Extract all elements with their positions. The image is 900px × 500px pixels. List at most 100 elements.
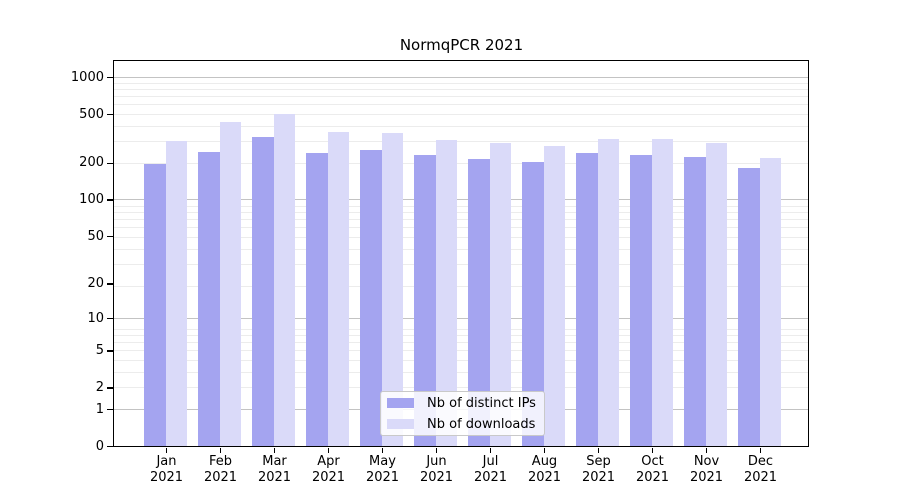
- bar-distinct-ips-sep: [576, 152, 598, 446]
- gridline-major: [114, 317, 808, 319]
- y-tick-label: 500: [79, 106, 104, 122]
- x-tick-label: Nov 2021: [689, 454, 724, 485]
- bar-downloads-oct: [651, 138, 674, 446]
- bar-distinct-ips-nov: [684, 156, 706, 446]
- bar-downloads-apr: [327, 132, 350, 446]
- bar-distinct-ips-oct: [630, 154, 652, 446]
- y-tick-mark: [107, 283, 113, 285]
- x-tick-mark: [435, 448, 438, 454]
- legend-entry-distinct-ips: Nb of distinct IPs: [381, 394, 544, 413]
- gridline-minor: [114, 360, 808, 362]
- x-tick-label: Feb 2021: [203, 454, 238, 485]
- gridline-minor: [114, 82, 808, 84]
- bar-distinct-ips-mar: [252, 137, 274, 446]
- x-tick-mark: [651, 448, 654, 454]
- y-tick-mark: [107, 235, 113, 238]
- bar-distinct-ips-apr: [306, 153, 328, 446]
- bar-distinct-ips-feb: [198, 151, 220, 446]
- x-tick-label: Aug 2021: [527, 454, 562, 485]
- gridline-minor: [114, 104, 808, 106]
- bar-downloads-sep: [597, 138, 620, 446]
- x-tick-label: Jul 2021: [473, 454, 508, 485]
- x-tick-mark: [381, 448, 384, 454]
- legend-label-downloads: Nb of downloads: [427, 416, 536, 432]
- bar-downloads-feb: [219, 122, 242, 446]
- gridline-minor: [114, 371, 808, 373]
- x-tick-label: Sep 2021: [581, 454, 616, 485]
- y-tick-label: 50: [87, 228, 104, 244]
- bar-downloads-jan: [165, 141, 188, 446]
- gridline-minor: [114, 342, 808, 344]
- x-tick-label: May 2021: [365, 454, 400, 485]
- bar-downloads-jun: [435, 139, 458, 446]
- x-tick-mark: [759, 448, 762, 454]
- legend-swatch-downloads: [387, 419, 414, 429]
- x-tick-mark: [327, 448, 330, 454]
- bar-downloads-dec: [759, 157, 782, 446]
- bar-downloads-may: [381, 133, 404, 446]
- x-tick-label: Jun 2021: [419, 454, 454, 485]
- y-tick-label: 100: [79, 192, 104, 208]
- bar-downloads-nov: [705, 143, 728, 446]
- y-tick-label: 200: [79, 155, 104, 171]
- x-tick-mark: [273, 448, 276, 454]
- bar-distinct-ips-jul: [468, 159, 490, 446]
- y-tick-label: 2: [95, 379, 104, 395]
- gridline-minor: [114, 219, 808, 221]
- y-tick-mark: [107, 350, 113, 352]
- x-tick-mark: [543, 448, 546, 454]
- y-tick-label: 10: [87, 310, 104, 326]
- x-tick-label: Mar 2021: [257, 454, 292, 485]
- gridline-minor: [114, 88, 808, 90]
- y-tick-label: 1: [95, 401, 104, 417]
- y-tick-mark: [107, 445, 113, 448]
- gridline-minor: [114, 114, 808, 116]
- bar-distinct-ips-dec: [738, 168, 760, 446]
- x-tick-mark: [705, 448, 708, 454]
- gridline-minor: [114, 141, 808, 143]
- gridline-minor: [114, 125, 808, 127]
- gridline-minor: [114, 387, 808, 389]
- x-tick-label: Oct 2021: [635, 454, 670, 485]
- x-tick-mark: [489, 448, 492, 454]
- gridline-minor: [114, 264, 808, 266]
- y-tick-label: 0: [95, 438, 104, 454]
- y-tick-mark: [107, 199, 113, 201]
- gridline-minor: [114, 227, 808, 229]
- bar-downloads-jul: [489, 142, 512, 446]
- gridline-minor: [114, 334, 808, 336]
- x-tick-label: Jan 2021: [149, 454, 184, 485]
- bar-distinct-ips-may: [360, 149, 382, 446]
- x-tick-mark: [165, 448, 168, 454]
- x-tick-label: Dec 2021: [743, 454, 778, 485]
- legend: Nb of distinct IPs Nb of downloads: [380, 391, 545, 436]
- bar-distinct-ips-jun: [414, 155, 436, 446]
- x-tick-mark: [597, 448, 600, 454]
- legend-label-distinct-ips: Nb of distinct IPs: [427, 395, 536, 411]
- y-tick-label: 1000: [70, 69, 104, 85]
- legend-swatch-distinct-ips: [387, 398, 414, 408]
- gridline-minor: [114, 237, 808, 239]
- legend-entry-downloads: Nb of downloads: [381, 415, 544, 434]
- chart-title: NormqPCR 2021: [399, 36, 524, 54]
- y-tick-mark: [107, 387, 113, 389]
- gridlines-layer: [114, 61, 808, 446]
- y-tick-label: 5: [95, 342, 104, 358]
- bar-downloads-mar: [273, 114, 296, 446]
- y-tick-mark: [107, 408, 113, 411]
- bar-downloads-aug: [543, 145, 566, 446]
- gridline-minor: [114, 350, 808, 352]
- bar-distinct-ips-aug: [522, 161, 544, 446]
- y-tick-mark: [107, 317, 113, 320]
- gridline-minor: [114, 328, 808, 330]
- x-tick-mark: [219, 448, 222, 454]
- gridline-minor: [114, 96, 808, 98]
- y-tick-mark: [107, 162, 113, 165]
- gridline-minor: [114, 248, 808, 250]
- gridline-major: [114, 199, 808, 201]
- plot-area: [113, 60, 809, 447]
- y-tick-mark: [107, 113, 113, 116]
- bar-distinct-ips-jan: [144, 164, 166, 446]
- x-tick-label: Apr 2021: [311, 454, 346, 485]
